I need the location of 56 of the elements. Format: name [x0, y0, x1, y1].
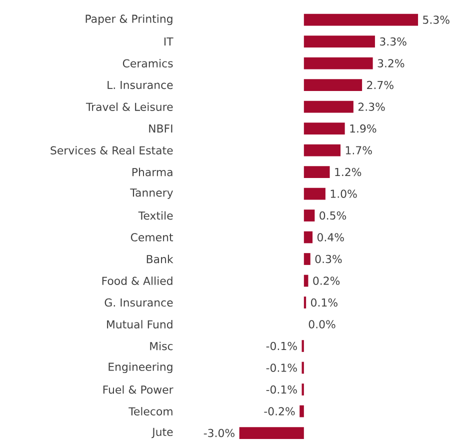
bar	[304, 166, 330, 178]
data-label: 3.2%	[378, 58, 404, 68]
y-tick-label: Fuel & Power	[103, 385, 174, 394]
data-label: 1.2%	[335, 168, 362, 176]
data-label: 1.9%	[350, 124, 376, 132]
y-tick-label: IT	[164, 37, 174, 46]
y-tick-label: Cement	[130, 232, 174, 242]
data-label: 0.4%	[317, 232, 344, 242]
y-tick-label: Services & Real Estate	[50, 146, 173, 154]
data-label: 0.2%	[313, 276, 340, 285]
y-tick-label: Engineering	[108, 362, 172, 373]
y-tick-label: NBFI	[149, 124, 172, 132]
data-label: 1.7%	[346, 146, 372, 154]
y-tick-label: G. Insurance	[104, 298, 173, 306]
bar	[304, 122, 345, 134]
bar	[304, 100, 354, 112]
y-tick-label: Jute	[152, 428, 173, 438]
data-label: 0.5%	[320, 211, 346, 220]
data-label: 0.0%	[308, 320, 336, 328]
data-label: -3.0%	[204, 428, 234, 437]
data-label: -0.1%	[266, 385, 297, 394]
data-label: 2.7%	[367, 80, 394, 89]
bar	[304, 188, 326, 200]
bar	[304, 14, 418, 26]
y-tick-label: Paper & Printing	[86, 14, 172, 25]
bar	[304, 78, 362, 91]
data-label: -0.2%	[264, 406, 295, 416]
data-label: 2.3%	[358, 102, 385, 111]
y-tick-label: Telecom	[128, 406, 172, 416]
bar	[304, 209, 315, 222]
bar	[239, 426, 304, 439]
data-label: -0.1%	[266, 342, 297, 350]
y-tick-label: Food & Allied	[102, 276, 172, 285]
bar	[304, 144, 341, 156]
y-tick-label: Mutual Fund	[107, 320, 172, 328]
data-label: 3.3%	[380, 37, 406, 46]
bar	[304, 35, 375, 48]
bar	[304, 252, 310, 265]
y-tick-label: L. Insurance	[108, 80, 173, 89]
y-tick-label: Pharma	[132, 168, 172, 176]
data-label: -0.1%	[266, 363, 297, 372]
data-label: 5.3%	[423, 15, 450, 24]
bar	[304, 231, 313, 243]
y-tick-label: Bank	[146, 254, 174, 264]
bar	[304, 296, 306, 308]
y-tick-label: Ceramics	[122, 58, 173, 68]
data-label: 1.0%	[330, 189, 357, 198]
data-label: 0.1%	[311, 298, 338, 306]
bar	[304, 57, 373, 69]
y-tick-label: Tannery	[130, 188, 173, 199]
bar	[304, 274, 308, 286]
data-label: 0.3%	[315, 254, 342, 263]
y-tick-label: Travel & Leisure	[86, 102, 173, 111]
bar	[300, 405, 304, 417]
y-tick-label: Textile	[138, 211, 173, 220]
y-tick-label: Misc	[150, 342, 173, 350]
